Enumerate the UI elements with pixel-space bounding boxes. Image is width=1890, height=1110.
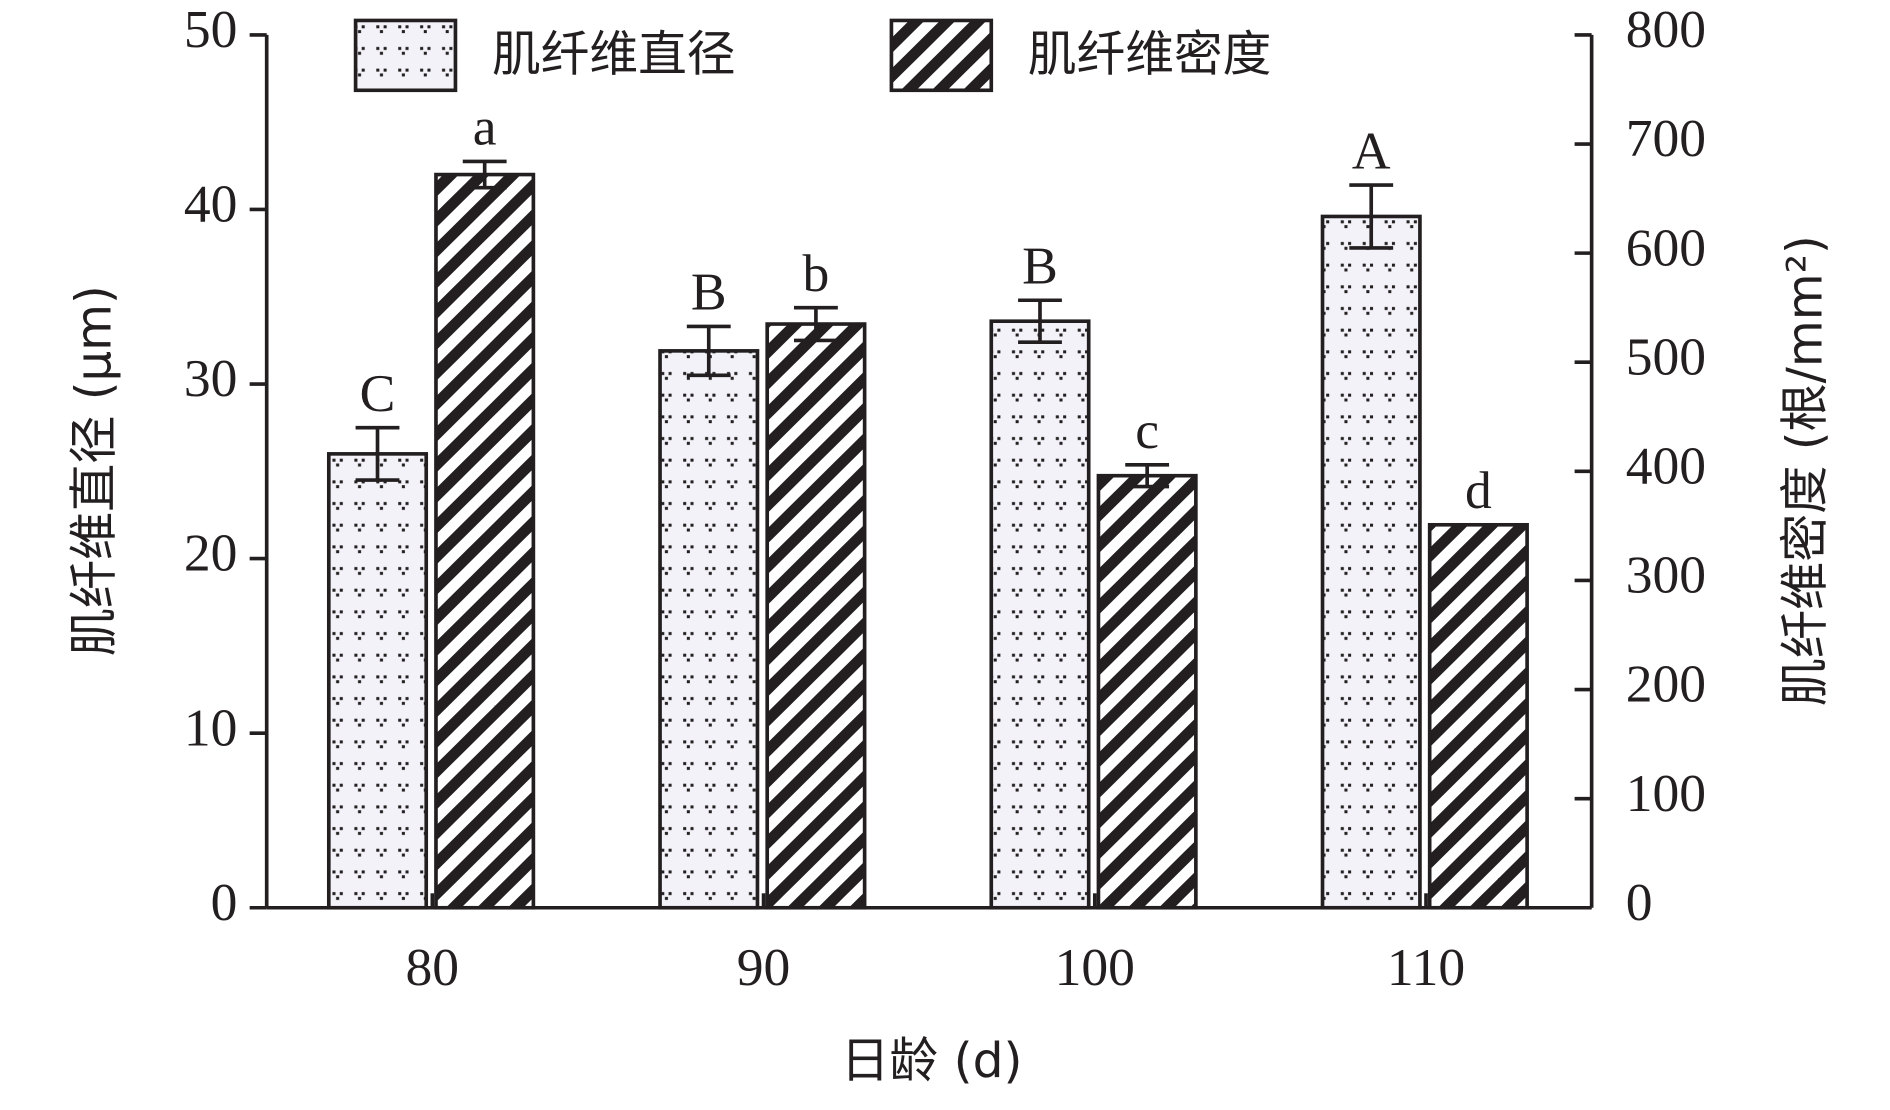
- error-bar: [1018, 298, 1062, 344]
- y2-tick-label: 800: [1626, 0, 1706, 59]
- significance-label: B: [691, 263, 727, 322]
- significance-label: A: [1352, 122, 1391, 181]
- significance-label: C: [360, 364, 396, 423]
- significance-label: B: [1022, 237, 1058, 296]
- bar: [434, 172, 536, 910]
- y2-tick-label: 500: [1626, 328, 1706, 387]
- significance-label: a: [473, 98, 497, 157]
- x-tick-label: 110: [1387, 938, 1465, 997]
- error-bar: [1349, 183, 1394, 250]
- legend-swatch: [889, 18, 994, 93]
- y2-tick-label: 300: [1626, 546, 1706, 605]
- error-bar: [462, 159, 507, 190]
- x-tick-label: 80: [406, 938, 460, 997]
- bar: [1427, 522, 1529, 910]
- y2-tick-label: 100: [1626, 764, 1706, 823]
- bar: [989, 319, 1091, 910]
- bar: [326, 452, 429, 910]
- y2-tick-label: 0: [1626, 873, 1653, 932]
- x-axis-label: 日龄 (d): [841, 1033, 1023, 1089]
- significance-label: d: [1465, 461, 1492, 520]
- bar: [658, 349, 760, 910]
- y2-axis-label: 肌纤维密度 (根/mm²): [1777, 235, 1833, 706]
- y-tick-label: 10: [184, 699, 238, 758]
- y-axis-label: 肌纤维直径 (μm): [66, 285, 122, 656]
- significance-label: c: [1135, 401, 1159, 460]
- bar: [1096, 473, 1198, 910]
- legend-label: 肌纤维直径: [492, 27, 735, 83]
- legend-label: 肌纤维密度: [1028, 27, 1271, 83]
- significance-label: b: [803, 244, 830, 303]
- y-tick-label: 50: [184, 0, 238, 59]
- error-bar: [793, 305, 838, 343]
- error-bar: [1125, 462, 1170, 489]
- x-tick-label: 100: [1055, 938, 1135, 997]
- y2-tick-label: 700: [1626, 109, 1706, 168]
- x-tick-label: 90: [737, 938, 791, 997]
- y-tick-label: 20: [184, 524, 238, 583]
- y2-tick-label: 200: [1626, 655, 1706, 714]
- y-tick-label: 30: [184, 349, 238, 408]
- bar: [765, 322, 867, 910]
- y-tick-label: 0: [211, 873, 238, 932]
- error-bar: [355, 425, 400, 482]
- legend-swatch: [353, 18, 458, 93]
- bar: [1320, 214, 1422, 910]
- y2-tick-label: 600: [1626, 219, 1706, 278]
- error-bar: [686, 324, 731, 378]
- y-tick-label: 40: [184, 175, 238, 234]
- y2-tick-label: 400: [1626, 437, 1706, 496]
